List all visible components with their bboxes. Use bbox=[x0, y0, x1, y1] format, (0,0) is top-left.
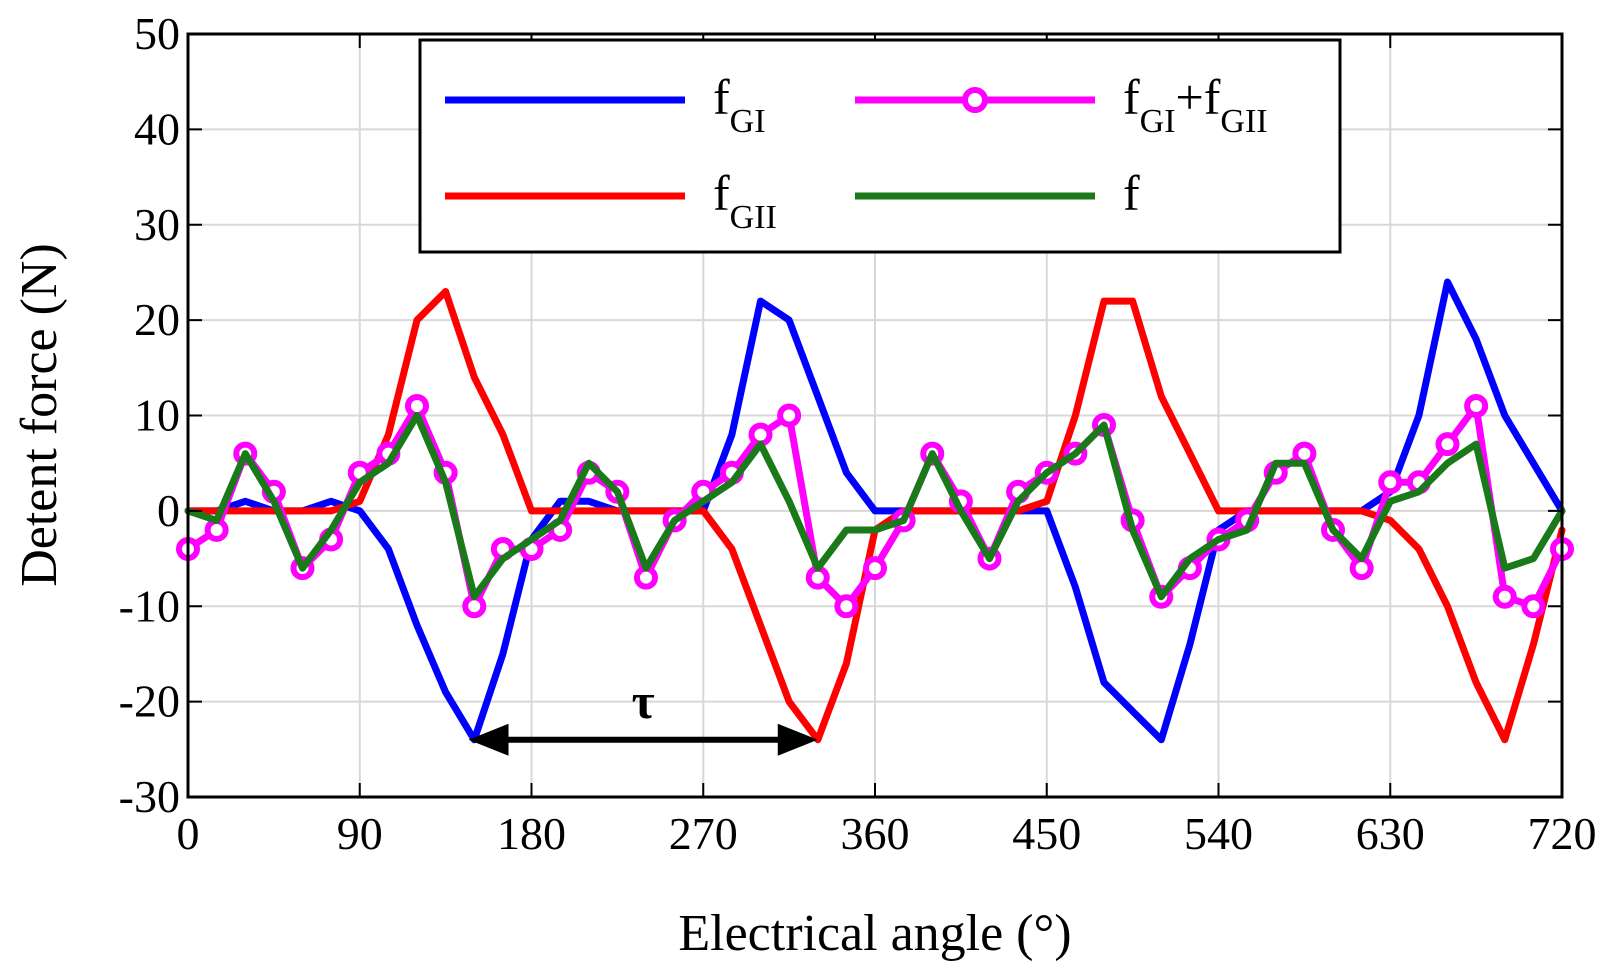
x-tick-label: 0 bbox=[177, 808, 200, 859]
tau-arrow-head-right bbox=[777, 723, 818, 756]
legend-label-main: f bbox=[713, 165, 730, 221]
y-tick-label: 20 bbox=[134, 294, 180, 345]
legend-label-subscript: GII bbox=[1220, 103, 1267, 140]
legend-label-main: f bbox=[1123, 165, 1140, 221]
x-tick-label: 180 bbox=[497, 808, 566, 859]
y-tick-label: 30 bbox=[134, 199, 180, 250]
legend-label-subscript: GI bbox=[730, 103, 766, 140]
tau-label: τ bbox=[632, 673, 655, 729]
y-axis-title: Detent force (N) bbox=[11, 243, 68, 587]
x-tick-label: 720 bbox=[1528, 808, 1597, 859]
x-axis-title: Electrical angle (°) bbox=[678, 905, 1071, 962]
legend-label: fGII bbox=[713, 165, 777, 236]
legend-marker bbox=[962, 87, 988, 113]
data-point bbox=[863, 556, 887, 581]
data-point bbox=[834, 594, 859, 619]
data-point bbox=[1378, 470, 1403, 495]
x-tick-label: 90 bbox=[337, 808, 383, 859]
y-tick-label: -10 bbox=[119, 580, 180, 631]
data-point bbox=[1464, 393, 1489, 418]
y-tick-label: 10 bbox=[134, 390, 180, 441]
data-point bbox=[777, 403, 802, 428]
legend-label-main: f bbox=[1204, 69, 1221, 125]
series-f bbox=[184, 412, 1566, 601]
legend-label-main: f bbox=[1123, 69, 1140, 125]
y-tick-label: 40 bbox=[134, 103, 180, 154]
legend-label-main: f bbox=[713, 69, 730, 125]
legend-label: fGI bbox=[713, 69, 766, 140]
x-tick-label: 630 bbox=[1356, 808, 1425, 859]
legend-entry-fGI+fGII: fGI+fGII bbox=[855, 69, 1268, 140]
legend-label-subscript: GII bbox=[730, 199, 777, 236]
data-point bbox=[1492, 584, 1517, 609]
legend-label-main: + bbox=[1176, 69, 1204, 125]
tau-annotation: τ bbox=[468, 673, 818, 756]
y-tick-label: 50 bbox=[134, 8, 180, 59]
legend-entry-fGI: fGI bbox=[445, 69, 766, 140]
data-point bbox=[1435, 432, 1460, 457]
x-tick-label: 360 bbox=[841, 808, 910, 859]
legend-label-subscript: GI bbox=[1140, 103, 1176, 140]
x-tick-label: 450 bbox=[1012, 808, 1081, 859]
y-tick-label: -30 bbox=[119, 771, 180, 822]
series-layer bbox=[176, 278, 1574, 744]
data-point bbox=[1521, 594, 1546, 619]
legend-label: f bbox=[1123, 165, 1140, 221]
tau-arrow-head-left bbox=[468, 723, 509, 756]
tick-layer: 0 90 180 270 360 450 540 630 720 -30 -20 -10 0 10 20 30… bbox=[119, 8, 1597, 859]
x-tick-label: 270 bbox=[669, 808, 738, 859]
legend-box bbox=[418, 38, 1342, 254]
y-tick-label: 0 bbox=[157, 485, 180, 536]
annotation-layer: τ bbox=[468, 673, 818, 756]
x-tick-label: 540 bbox=[1184, 808, 1253, 859]
legend-entry-fGII: fGII bbox=[445, 165, 777, 236]
series-line bbox=[184, 412, 1566, 601]
legend-label: fGI+fGII bbox=[1123, 69, 1268, 140]
y-tick-label: -20 bbox=[119, 676, 180, 727]
legend-entry-f: f bbox=[855, 165, 1140, 221]
